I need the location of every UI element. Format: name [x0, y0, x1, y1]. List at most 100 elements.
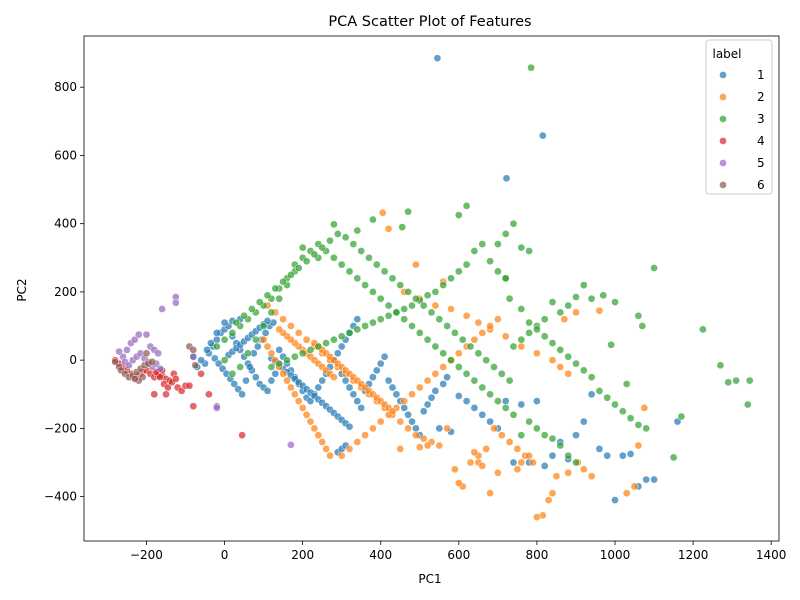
- scatter-point: [486, 417, 494, 426]
- scatter-point: [611, 496, 619, 504]
- scatter-point: [294, 397, 303, 405]
- scatter-point: [482, 356, 491, 365]
- legend-label: 3: [757, 112, 765, 126]
- scatter-point: [298, 404, 307, 412]
- scatter-point: [517, 431, 526, 440]
- scatter-point: [298, 243, 307, 252]
- scatter-point: [158, 305, 166, 313]
- scatter-point: [412, 424, 420, 433]
- scatter-point: [275, 325, 284, 334]
- scatter-point: [517, 458, 526, 467]
- legend-title: label: [712, 47, 741, 61]
- scatter-point: [486, 257, 494, 266]
- scatter-point: [369, 288, 377, 296]
- scatter-point: [341, 233, 350, 242]
- scatter-point: [669, 453, 678, 462]
- scatter-point: [314, 431, 323, 440]
- scatter-point: [384, 301, 393, 310]
- scatter-point: [443, 322, 451, 330]
- scatter-point: [556, 346, 565, 354]
- scatter-point: [509, 458, 518, 467]
- scatter-point: [189, 346, 198, 354]
- legend-label: 5: [757, 156, 765, 170]
- scatter-point: [376, 294, 385, 303]
- scatter-point: [533, 325, 541, 334]
- scatter-point: [462, 202, 471, 210]
- scatter-point: [330, 335, 338, 344]
- scatter-point: [501, 397, 510, 405]
- scatter-point: [275, 359, 284, 368]
- scatter-point: [287, 383, 295, 392]
- scatter-point: [412, 431, 420, 440]
- scatter-point: [263, 342, 272, 351]
- scatter-point: [618, 407, 627, 416]
- scatter-point: [724, 378, 733, 387]
- scatter-point: [439, 363, 448, 371]
- scatter-point: [212, 404, 221, 412]
- scatter-point: [564, 468, 573, 477]
- scatter-point: [466, 458, 475, 467]
- scatter-point: [478, 462, 487, 470]
- scatter-point: [517, 305, 526, 313]
- scatter-point: [400, 315, 409, 324]
- scatter-point: [357, 247, 366, 255]
- scatter-point: [396, 445, 405, 453]
- scatter-point: [486, 489, 494, 498]
- y-tick-label: 0: [69, 353, 77, 367]
- scatter-point: [525, 247, 533, 255]
- scatter-point: [556, 308, 565, 317]
- scatter-point: [540, 462, 549, 470]
- scatter-point: [279, 277, 287, 286]
- scatter-point: [595, 387, 604, 395]
- scatter-point: [587, 390, 596, 399]
- scatter-point: [271, 284, 280, 293]
- scatter-point: [263, 387, 272, 395]
- scatter-point: [587, 472, 596, 481]
- scatter-point: [345, 445, 354, 453]
- scatter-point: [486, 390, 494, 399]
- scatter-point: [587, 373, 596, 382]
- scatter-point: [314, 342, 323, 351]
- scatter-point: [177, 387, 186, 395]
- scatter-point: [298, 349, 307, 358]
- scatter-point: [369, 373, 377, 382]
- scatter-point: [294, 264, 303, 272]
- scatter-point: [230, 380, 239, 388]
- scatter-point: [279, 315, 287, 324]
- scatter-point: [189, 352, 198, 361]
- scatter-point: [380, 267, 389, 276]
- scatter-point: [404, 410, 412, 419]
- scatter-point: [408, 301, 416, 310]
- scatter-point: [404, 424, 412, 433]
- scatter-point: [579, 366, 588, 375]
- scatter-point: [384, 224, 393, 233]
- scatter-point: [142, 349, 151, 358]
- scatter-point: [501, 332, 510, 341]
- scatter-point: [743, 400, 752, 409]
- scatter-point: [248, 305, 256, 313]
- scatter-point: [431, 342, 440, 351]
- scatter-point: [490, 424, 498, 433]
- scatter-point: [548, 451, 557, 460]
- scatter-point: [419, 301, 428, 310]
- scatter-point: [251, 335, 260, 344]
- scatter-point: [454, 363, 463, 371]
- scatter-point: [156, 373, 164, 382]
- scatter-point: [431, 288, 440, 296]
- scatter-point: [745, 376, 754, 385]
- scatter-point: [253, 342, 262, 351]
- scatter-point: [372, 366, 381, 375]
- plot-frame: [83, 35, 780, 542]
- scatter-point: [205, 390, 213, 399]
- scatter-point: [234, 385, 243, 394]
- scatter-point: [435, 315, 444, 324]
- scatter-point: [560, 315, 569, 324]
- scatter-point: [462, 369, 471, 378]
- scatter-point: [494, 468, 502, 477]
- scatter-point: [447, 274, 455, 283]
- scatter-point: [599, 291, 608, 300]
- scatter-point: [439, 380, 448, 388]
- scatter-point: [603, 393, 612, 402]
- scatter-point: [556, 441, 565, 450]
- scatter-point: [502, 174, 511, 183]
